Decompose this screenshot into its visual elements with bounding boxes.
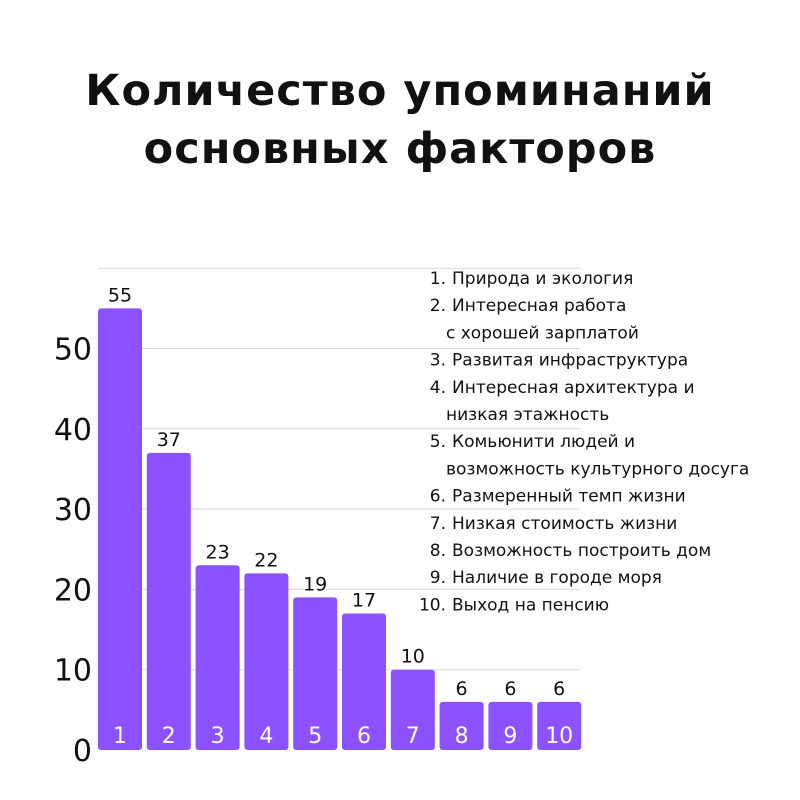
bar-value-label: 10 (401, 646, 425, 668)
bar (537, 701, 582, 750)
x-tick-label: 10 (545, 724, 573, 749)
bar (390, 669, 435, 750)
y-tick-label: 30 (54, 493, 92, 528)
legend-item-text: Интересная архитектура и (452, 378, 695, 398)
bar (293, 597, 338, 750)
bar (439, 701, 484, 750)
bars: 55 1 37 2 23 3 22 4 19 5 17 6 10 7 6 8 6 9 6 10 (98, 284, 582, 750)
legend-item-text: Интересная работа (452, 296, 626, 316)
y-axis-ticks: 0 10 20 30 40 50 (54, 333, 92, 770)
legend-item-text: с хорошей зарплатой (446, 323, 639, 343)
bar-value-label: 6 (456, 678, 468, 700)
legend-item-number: 1. (430, 269, 446, 289)
legend: 1. Природа и экология 2. Интересная работа с… (419, 269, 749, 615)
bar (146, 452, 191, 750)
legend-item-number: 4. (430, 378, 446, 398)
legend-item-number: 6. (430, 487, 446, 507)
legend-item-text: Низкая стоимость жизни (452, 514, 677, 534)
x-tick-label: 5 (308, 724, 322, 749)
legend-item-text: Природа и экология (452, 269, 633, 289)
legend-item-text: Комьюнити людей и (452, 432, 635, 452)
bar-value-label: 23 (206, 541, 230, 563)
bar (98, 308, 142, 750)
chart-title: Количество упоминаний основных факторов (85, 66, 714, 174)
bar (342, 613, 386, 750)
legend-item-text: низкая этажность (446, 405, 609, 425)
x-tick-label: 8 (455, 724, 469, 749)
x-tick-label: 9 (503, 724, 517, 749)
bar (244, 573, 289, 750)
legend-item-text: Возможность построить дом (452, 541, 711, 561)
legend-item-text: Наличие в городе моря (452, 568, 662, 588)
x-tick-label: 1 (113, 724, 127, 749)
x-tick-label: 4 (259, 724, 273, 749)
y-tick-label: 0 (73, 734, 92, 769)
legend-item-number: 3. (430, 351, 446, 371)
legend-item-text: Развитая инфраструктура (452, 351, 688, 371)
bar-value-label: 37 (157, 429, 181, 451)
legend-item-text: Выход на пенсию (452, 595, 609, 615)
y-tick-label: 40 (54, 413, 92, 448)
x-tick-label: 3 (211, 724, 225, 749)
legend-item-number: 8. (430, 541, 446, 561)
bar-value-label: 22 (254, 549, 278, 571)
chart-title-line-2: основных факторов (144, 124, 657, 174)
bar-value-label: 17 (352, 589, 376, 611)
legend-item-number: 5. (430, 432, 446, 452)
x-tick-label: 7 (406, 724, 420, 749)
bar-value-label: 55 (108, 284, 132, 306)
legend-item-number: 10. (419, 595, 446, 615)
bar-value-label: 19 (303, 573, 327, 595)
legend-item-number: 2. (430, 296, 446, 316)
bar (488, 701, 533, 750)
x-tick-label: 2 (162, 724, 176, 749)
x-tick-label: 6 (357, 724, 371, 749)
bar-value-label: 6 (504, 678, 516, 700)
y-tick-label: 50 (54, 333, 92, 368)
legend-item-text: Размеренный темп жизни (452, 487, 686, 507)
legend-item-number: 9. (430, 568, 446, 588)
legend-item-text: возможность культурного досуга (446, 459, 749, 479)
legend-item-number: 7. (430, 514, 446, 534)
y-tick-label: 10 (54, 654, 92, 689)
chart-title-line-1: Количество упоминаний (85, 66, 714, 116)
y-tick-label: 20 (54, 573, 92, 608)
bar (195, 565, 240, 750)
bar-value-label: 6 (553, 678, 565, 700)
